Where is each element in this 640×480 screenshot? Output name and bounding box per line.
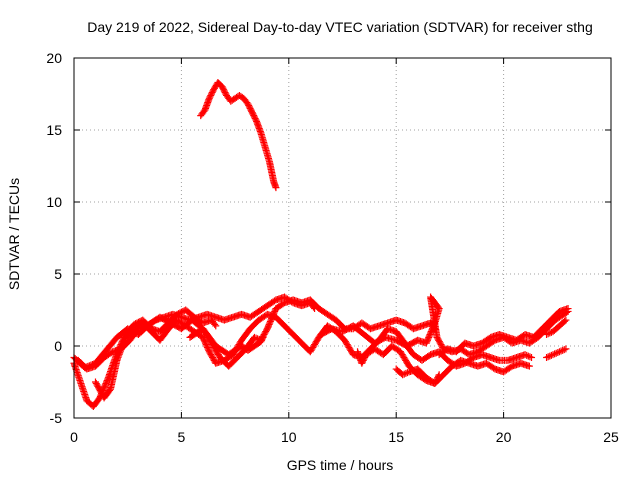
data-point <box>399 371 407 379</box>
plot-frame <box>73 57 612 419</box>
data-points <box>70 78 572 410</box>
data-point <box>310 303 318 311</box>
data-point <box>272 184 280 192</box>
x-tick-label: 25 <box>603 429 619 445</box>
data-point <box>402 369 410 377</box>
data-point <box>555 348 563 356</box>
series-arc-d <box>74 293 319 373</box>
data-point <box>252 334 260 342</box>
y-tick-label: 5 <box>54 266 62 282</box>
x-axis-label: GPS time / hours <box>287 457 394 473</box>
data-point <box>259 333 267 341</box>
data-point <box>543 330 551 338</box>
series-arc-g <box>392 365 443 387</box>
x-tick-label: 15 <box>388 429 404 445</box>
data-point <box>544 330 552 338</box>
data-point <box>562 345 570 353</box>
data-point <box>559 346 567 354</box>
x-tick-label: 20 <box>496 429 512 445</box>
data-point <box>546 329 554 337</box>
data-point <box>551 350 559 358</box>
y-axis-label: SDTVAR / TECUs <box>6 178 22 290</box>
data-point <box>560 346 568 354</box>
series-arc-j <box>543 316 570 338</box>
data-point <box>543 354 551 362</box>
y-tick-label: 0 <box>54 338 62 354</box>
data-point <box>525 362 533 370</box>
data-point <box>544 353 552 361</box>
data-point <box>554 348 562 356</box>
data-point <box>557 347 565 355</box>
data-point <box>212 322 220 330</box>
x-tick-label: 0 <box>70 429 78 445</box>
y-tick-label: -5 <box>50 410 63 426</box>
data-point <box>562 316 570 324</box>
data-point <box>524 352 532 360</box>
data-point <box>521 351 529 359</box>
chart-title: Day 219 of 2022, Sidereal Day-to-day VTE… <box>87 19 593 35</box>
y-tick-label: 15 <box>46 122 62 138</box>
data-point <box>549 351 557 359</box>
x-tick-label: 5 <box>178 429 186 445</box>
series-arc-c <box>91 310 536 402</box>
series-high-arc <box>197 78 280 192</box>
series-arc-k <box>186 325 267 359</box>
data-point <box>400 370 408 378</box>
data-point <box>547 351 555 359</box>
data-point <box>526 353 534 361</box>
grid-lines <box>74 58 611 418</box>
data-point <box>403 369 411 377</box>
y-tick-label: 10 <box>46 194 62 210</box>
y-tick-label: 20 <box>46 50 62 66</box>
data-point <box>434 372 442 380</box>
data-point <box>561 317 569 325</box>
data-point <box>211 320 219 328</box>
x-tick-label: 10 <box>281 429 297 445</box>
axis-ticks: 0 5 10 15 20 25 -5 0 5 10 15 20 <box>46 50 619 445</box>
data-point <box>258 335 266 343</box>
data-point <box>435 371 443 379</box>
data-point <box>250 333 258 341</box>
data-point <box>311 305 319 313</box>
data-point <box>564 305 572 313</box>
series-arc-h <box>435 305 572 359</box>
data-point <box>546 352 554 360</box>
data-point <box>528 354 536 362</box>
series-arc-i <box>543 345 570 362</box>
data-point <box>523 351 531 359</box>
data-point <box>552 349 560 357</box>
